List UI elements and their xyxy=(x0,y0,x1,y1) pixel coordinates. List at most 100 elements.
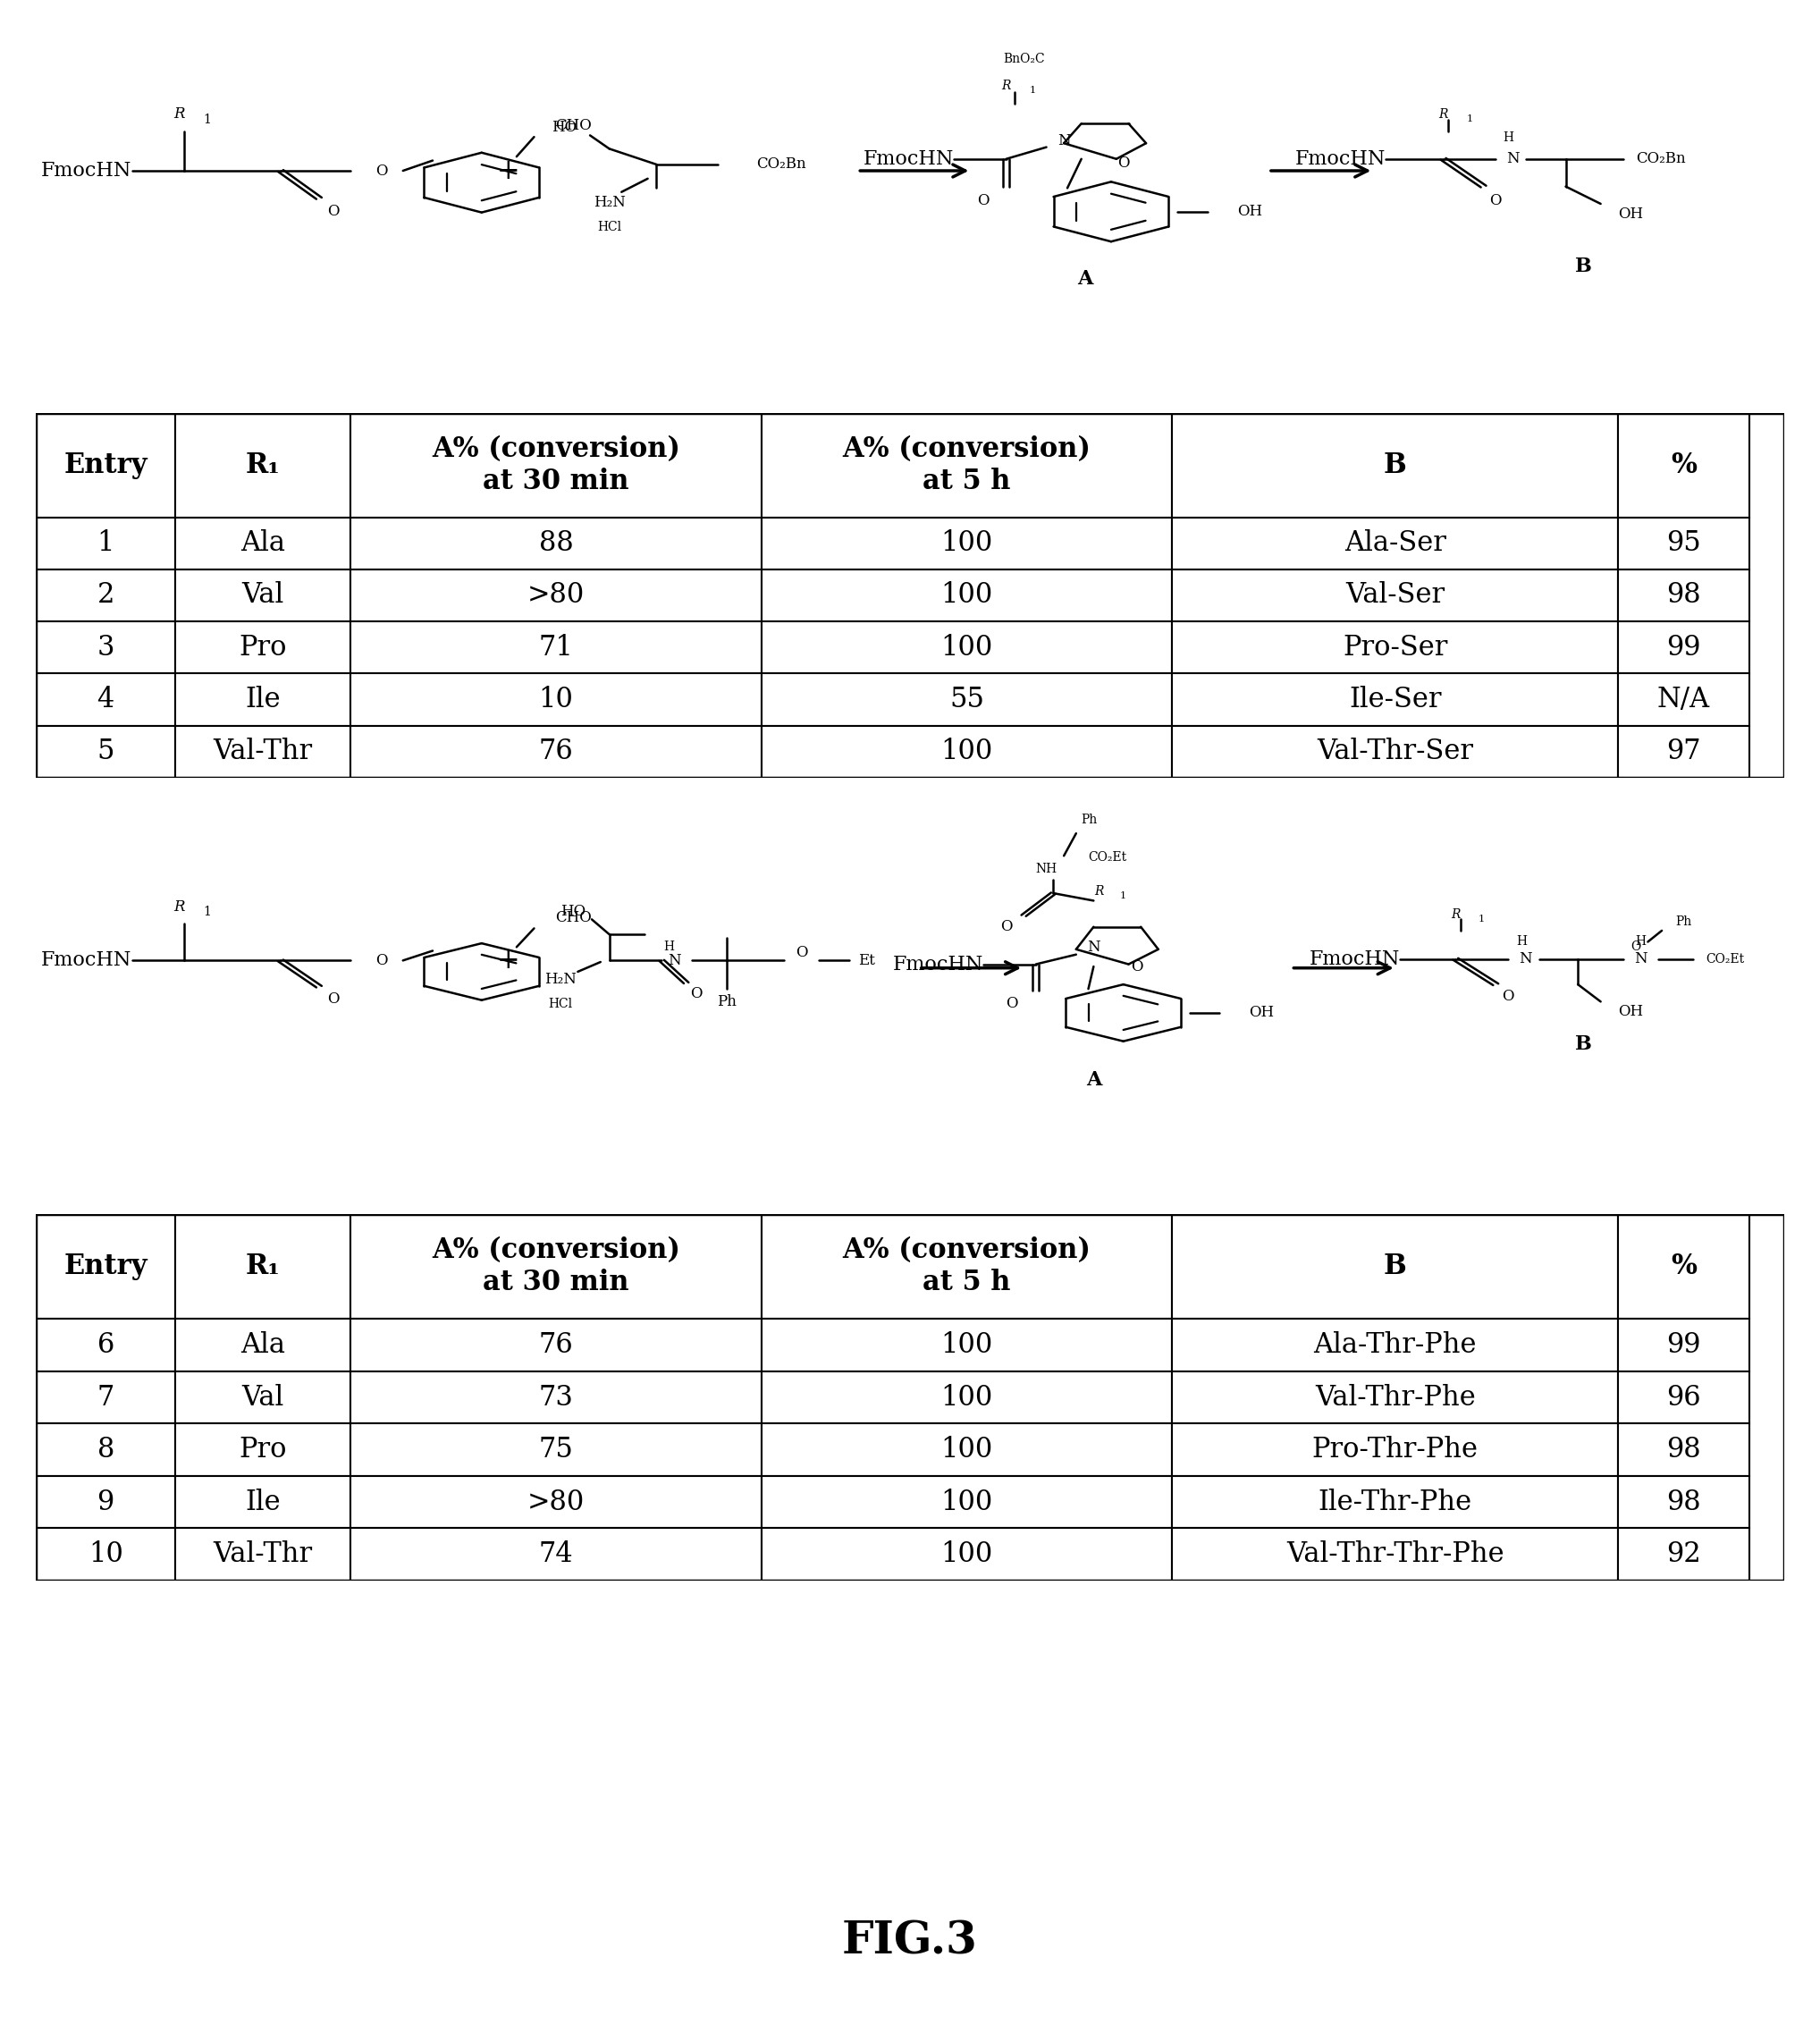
Bar xyxy=(177,1423,351,1476)
Bar xyxy=(761,673,1172,726)
Bar xyxy=(1618,1370,1749,1423)
Text: Ile: Ile xyxy=(246,1488,280,1517)
Text: 74: 74 xyxy=(539,1541,573,1567)
Text: Val: Val xyxy=(242,581,284,610)
Text: HO: HO xyxy=(551,120,577,134)
Bar xyxy=(1172,413,1618,516)
Bar xyxy=(1618,1319,1749,1370)
Text: Ile-Ser: Ile-Ser xyxy=(1349,685,1441,714)
Text: R: R xyxy=(1094,886,1103,899)
Text: Ile-Thr-Phe: Ile-Thr-Phe xyxy=(1318,1488,1472,1517)
Bar xyxy=(1172,673,1618,726)
Bar xyxy=(761,413,1172,516)
Text: 92: 92 xyxy=(1667,1541,1702,1567)
Text: O: O xyxy=(377,953,388,968)
Text: O: O xyxy=(795,945,808,962)
Bar xyxy=(177,1529,351,1580)
Bar xyxy=(177,673,351,726)
Bar xyxy=(351,726,761,779)
Bar xyxy=(351,516,761,569)
Bar xyxy=(177,1370,351,1423)
Bar xyxy=(36,413,177,516)
Text: HO: HO xyxy=(561,905,586,919)
Text: 99: 99 xyxy=(1667,634,1702,661)
Bar xyxy=(1618,726,1749,779)
Text: N: N xyxy=(1634,951,1647,966)
Text: Val-Thr-Ser: Val-Thr-Ser xyxy=(1318,738,1474,766)
Text: 5: 5 xyxy=(96,738,115,766)
Text: Ph: Ph xyxy=(1676,915,1693,927)
Text: FmocHN: FmocHN xyxy=(42,161,131,181)
Bar xyxy=(1618,1529,1749,1580)
Text: O: O xyxy=(377,163,388,179)
Text: O: O xyxy=(1501,988,1514,1004)
Text: B: B xyxy=(1574,256,1592,276)
Text: Ala-Ser: Ala-Ser xyxy=(1345,529,1447,557)
Text: A% (conversion)
at 5 h: A% (conversion) at 5 h xyxy=(843,435,1090,494)
Text: FmocHN: FmocHN xyxy=(42,951,131,970)
Text: Ph: Ph xyxy=(1081,813,1097,825)
Text: >80: >80 xyxy=(528,581,584,610)
Text: 4: 4 xyxy=(96,685,115,714)
Text: CO₂Et: CO₂Et xyxy=(1705,953,1744,966)
Text: OH: OH xyxy=(1618,1004,1643,1019)
Text: R₁: R₁ xyxy=(246,1252,280,1281)
Text: Val-Thr: Val-Thr xyxy=(213,1541,313,1567)
Text: 2: 2 xyxy=(96,581,115,610)
Text: A% (conversion)
at 30 min: A% (conversion) at 30 min xyxy=(431,435,681,494)
Text: Ala: Ala xyxy=(240,1332,286,1358)
Text: 100: 100 xyxy=(941,738,994,766)
Text: Et: Et xyxy=(857,953,875,968)
Text: FmocHN: FmocHN xyxy=(1309,949,1400,970)
Text: 1: 1 xyxy=(1478,915,1485,923)
Text: 88: 88 xyxy=(539,529,573,557)
Text: Ph: Ph xyxy=(717,994,735,1008)
Bar xyxy=(36,1370,177,1423)
Text: +: + xyxy=(497,947,519,974)
Text: OH: OH xyxy=(1249,1004,1274,1021)
Text: 7: 7 xyxy=(96,1384,115,1411)
Text: 76: 76 xyxy=(539,1332,573,1358)
Text: N: N xyxy=(1507,150,1520,167)
Text: 99: 99 xyxy=(1667,1332,1702,1358)
Text: H: H xyxy=(1516,935,1527,947)
Text: O: O xyxy=(1001,919,1012,935)
Text: 100: 100 xyxy=(941,1541,994,1567)
Text: FIG.3: FIG.3 xyxy=(843,1919,977,1964)
Text: B: B xyxy=(1383,451,1407,480)
Text: O: O xyxy=(328,203,339,220)
Text: N: N xyxy=(1520,951,1532,966)
Text: 8: 8 xyxy=(96,1435,115,1464)
Bar xyxy=(36,622,177,673)
Text: Ala: Ala xyxy=(240,529,286,557)
Text: Val-Ser: Val-Ser xyxy=(1345,581,1445,610)
Bar xyxy=(351,569,761,622)
Text: B: B xyxy=(1574,1035,1592,1053)
Text: OH: OH xyxy=(1238,203,1261,220)
Bar xyxy=(177,1214,351,1319)
Text: O: O xyxy=(1491,193,1502,207)
Text: CO₂Bn: CO₂Bn xyxy=(1636,150,1685,167)
Bar xyxy=(351,1214,761,1319)
Text: A: A xyxy=(1077,270,1092,289)
Bar xyxy=(351,1319,761,1370)
Text: 98: 98 xyxy=(1667,1435,1702,1464)
Text: 1: 1 xyxy=(1119,892,1127,901)
Text: %: % xyxy=(1671,451,1696,480)
Text: A% (conversion)
at 30 min: A% (conversion) at 30 min xyxy=(431,1236,681,1297)
Text: O: O xyxy=(1005,996,1017,1012)
Text: Pro: Pro xyxy=(238,1435,288,1464)
Text: R: R xyxy=(1001,79,1010,91)
Text: O: O xyxy=(1132,960,1143,974)
Bar xyxy=(36,1319,177,1370)
Bar xyxy=(177,516,351,569)
Text: 100: 100 xyxy=(941,1435,994,1464)
Text: 98: 98 xyxy=(1667,581,1702,610)
Text: %: % xyxy=(1671,1252,1696,1281)
Text: 100: 100 xyxy=(941,529,994,557)
Text: +: + xyxy=(497,157,519,185)
Bar xyxy=(761,569,1172,622)
Text: 6: 6 xyxy=(96,1332,115,1358)
Text: CHO: CHO xyxy=(555,118,592,134)
Text: A% (conversion)
at 5 h: A% (conversion) at 5 h xyxy=(843,1236,1090,1297)
